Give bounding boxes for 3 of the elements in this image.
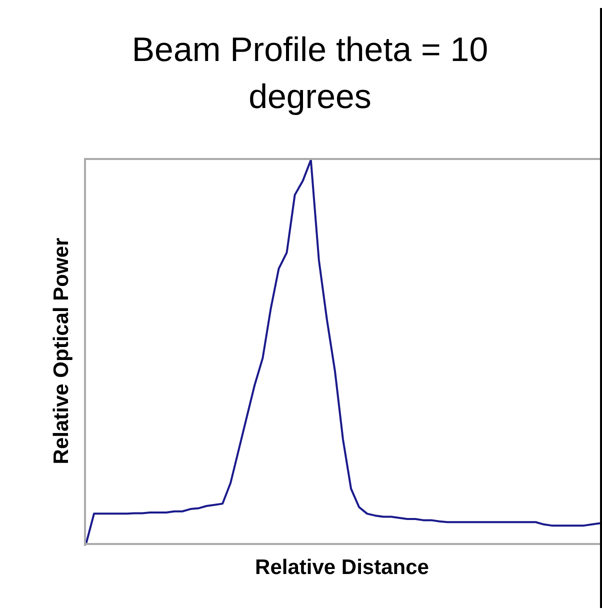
x-axis-title: Relative Distance — [254, 556, 430, 580]
y-axis-title: Relative Optical Power — [50, 236, 74, 466]
chart-title: Beam Profile theta = 10 degrees — [130, 30, 490, 118]
